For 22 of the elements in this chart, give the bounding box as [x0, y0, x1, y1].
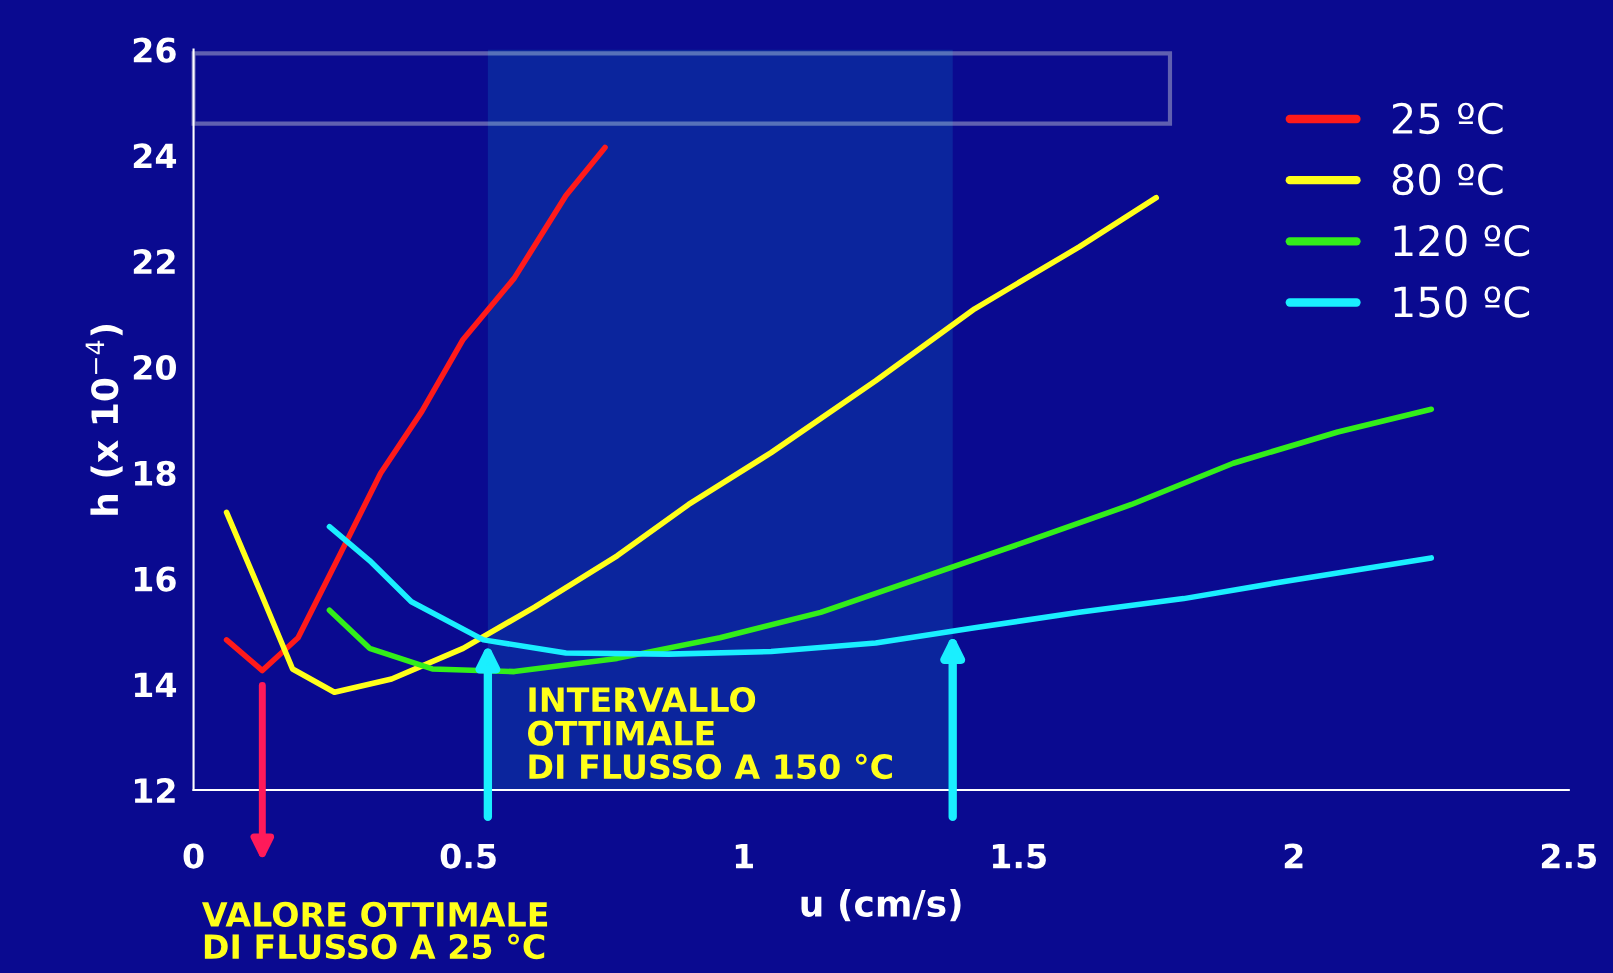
legend-label: 25 ºC — [1392, 102, 1503, 135]
x-tick-label: 2 — [1284, 843, 1303, 869]
y-tick-label: 24 — [133, 143, 177, 169]
y-tick-label: 22 — [133, 249, 175, 274]
band-label: INTERVALLO OTTIMALE DI FLUSSO A 150 °C — [528, 687, 892, 780]
x-axis-title: u (cm/s) — [801, 889, 961, 922]
y-tick-label: 12 — [134, 778, 175, 803]
legend-label: 150 ºC — [1394, 286, 1530, 318]
y-axis-title: h (x 10$^{−4}$) — [85, 324, 123, 515]
legend-label: 120 ºC — [1394, 224, 1530, 257]
y-tick-label: 20 — [133, 354, 176, 381]
x-tick-label: 1 — [735, 843, 753, 869]
x-tick-label: 1.5 — [992, 843, 1046, 869]
y-tick-label: 14 — [134, 672, 177, 697]
text: VALORE OTTIMALE DI FLUSSO A 25 °C — [201, 901, 548, 960]
x-tick-label: 0 — [183, 843, 204, 869]
x-tick-label: 2.5 — [1541, 843, 1596, 869]
y-tick-label: 16 — [134, 566, 176, 592]
y-tick-label: 26 — [133, 37, 176, 63]
legend-label: 80 ºC — [1392, 163, 1503, 196]
x-tick-label: 0.5 — [440, 843, 496, 869]
y-tick-label: 18 — [134, 460, 176, 486]
